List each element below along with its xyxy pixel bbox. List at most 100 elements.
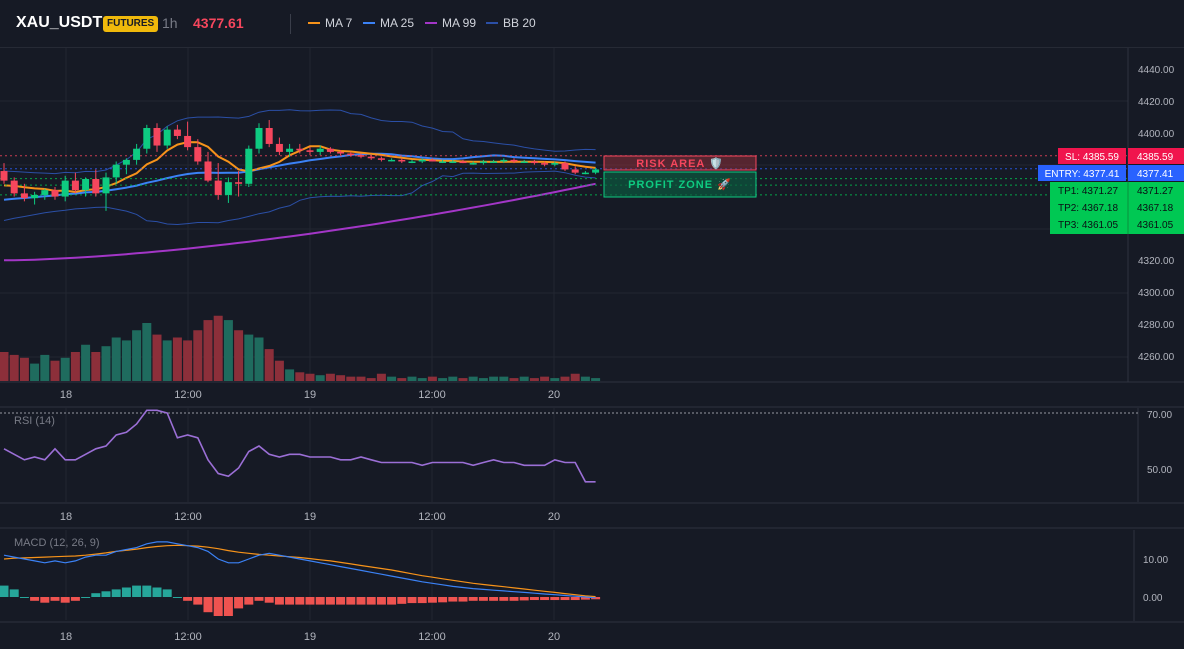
price-axis[interactable]: 4440.00 4420.00 4400.00 4320.00 4300.00 … xyxy=(1138,65,1175,363)
tp-level-labels[interactable]: TP1: 4371.27 4371.27 TP2: 4367.18 4367.1… xyxy=(1050,182,1184,234)
macd-histogram-bar xyxy=(40,597,50,603)
candle-body xyxy=(112,164,120,178)
time-axis-main[interactable]: 18 12:00 19 12:00 20 xyxy=(60,389,560,401)
candle-body xyxy=(581,172,589,175)
macd-histogram-bar xyxy=(132,585,142,597)
volume-bar xyxy=(60,357,70,381)
ma25-swatch-icon xyxy=(363,21,375,24)
volume-bar xyxy=(101,346,111,381)
candle-body xyxy=(347,153,355,156)
interval-selector[interactable]: 1h xyxy=(162,15,178,31)
candle-body xyxy=(541,163,549,165)
macd-histogram-bar xyxy=(264,597,274,603)
macd-histogram-bar xyxy=(591,597,601,600)
volume-bar xyxy=(591,378,601,381)
volume-bar xyxy=(285,369,295,381)
volume-bar xyxy=(315,375,325,381)
volume-bar xyxy=(50,360,60,381)
rsi-tick-70: 70.00 xyxy=(1147,410,1172,421)
legend-ma7[interactable]: MA 7 xyxy=(308,16,352,30)
candle-body xyxy=(510,159,518,162)
volume-bar xyxy=(356,376,366,381)
price-tick-4280: 4280.00 xyxy=(1138,320,1175,331)
legend-bb20[interactable]: BB 20 xyxy=(486,16,536,30)
candle-body xyxy=(571,169,579,173)
volume-bar xyxy=(295,372,305,381)
time-tick-19: 19 xyxy=(304,511,316,523)
risk-area[interactable]: RISK AREA 🛡️ xyxy=(603,155,757,171)
level-lines xyxy=(0,155,1128,196)
profit-zone[interactable]: PROFIT ZONE 🚀 xyxy=(603,171,757,198)
macd-histogram-bar xyxy=(417,597,427,604)
time-axis-macd[interactable]: 18 12:00 19 12:00 20 xyxy=(60,631,560,643)
volume-bar xyxy=(438,378,448,381)
tp3-axis-text: 4361.05 xyxy=(1137,220,1174,231)
risk-area-label: RISK AREA 🛡️ xyxy=(636,157,723,170)
entry-axis-text: 4377.41 xyxy=(1137,169,1174,180)
macd-histogram-bar xyxy=(101,591,111,597)
candle-body xyxy=(296,148,304,151)
volume-bar xyxy=(529,378,539,381)
volume-bar xyxy=(183,340,193,381)
sl-axis-text: 4385.59 xyxy=(1137,152,1174,163)
entry-level-label[interactable]: ENTRY: 4377.41 4377.41 xyxy=(1038,165,1184,181)
candle-body xyxy=(377,158,385,160)
macd-histogram-bar xyxy=(274,597,284,605)
macd-histogram-bar xyxy=(448,597,458,602)
macd-histogram-bar xyxy=(366,597,376,605)
volume-bar xyxy=(468,376,478,381)
volume-bar xyxy=(264,349,274,381)
volume-bar xyxy=(550,378,560,381)
candle-body xyxy=(367,156,375,159)
price-tick-4300: 4300.00 xyxy=(1138,288,1175,299)
volume-bar xyxy=(70,352,80,381)
legend-ma99[interactable]: MA 99 xyxy=(425,16,476,30)
rsi-title[interactable]: RSI (14) xyxy=(14,415,55,427)
legend-bb20-label: BB 20 xyxy=(503,16,536,30)
macd-histogram-bar xyxy=(19,597,29,598)
candle-body xyxy=(357,155,365,157)
ma99-swatch-icon xyxy=(425,21,437,24)
macd-histogram-bar xyxy=(499,597,509,601)
macd-histogram-bar xyxy=(325,597,335,605)
candle-body xyxy=(184,135,192,148)
candle-body xyxy=(490,161,498,163)
volume-bar xyxy=(162,340,172,381)
time-tick-18: 18 xyxy=(60,389,72,401)
volume-bar xyxy=(397,378,407,381)
candle-body xyxy=(235,182,243,184)
price-tick-4320: 4320.00 xyxy=(1138,256,1175,267)
volume-bar xyxy=(274,360,284,381)
time-tick-20: 20 xyxy=(548,389,560,401)
rsi-line xyxy=(3,409,596,483)
sl-level-label[interactable]: SL: 4385.59 4385.59 xyxy=(1058,148,1184,164)
bb20-swatch-icon xyxy=(486,21,498,24)
bollinger-bands xyxy=(3,109,596,226)
ma99-line xyxy=(3,182,596,262)
macd-histogram-bar xyxy=(172,597,182,598)
bb-upper-line xyxy=(3,109,596,175)
tp2-axis-text: 4367.18 xyxy=(1137,203,1174,214)
price-tick-4420: 4420.00 xyxy=(1138,97,1175,108)
macd-histogram-bar xyxy=(305,597,315,605)
candle-body xyxy=(418,159,426,162)
legend-ma25[interactable]: MA 25 xyxy=(363,16,414,30)
candle-body xyxy=(551,163,559,165)
macd-histogram-bar xyxy=(30,597,40,601)
volume-bar xyxy=(111,337,121,381)
legend-ma25-label: MA 25 xyxy=(380,16,415,30)
tp1-axis-text: 4371.27 xyxy=(1137,186,1174,197)
macd-histogram-bar xyxy=(183,597,193,601)
macd-histogram-bar xyxy=(427,597,437,603)
macd-title[interactable]: MACD (12, 26, 9) xyxy=(14,537,100,549)
sl-label-box xyxy=(1058,148,1126,164)
time-axis-rsi[interactable]: 18 12:00 19 12:00 20 xyxy=(60,511,560,523)
chart-header: XAU_USDT FUTURES 1h 4377.61 MA 7 MA 25 M… xyxy=(0,0,1184,48)
volume-bar xyxy=(81,344,91,381)
macd-histogram-bar xyxy=(81,597,91,598)
macd-histogram-bar xyxy=(356,597,366,605)
entry-axis-box xyxy=(1128,165,1184,181)
candle-body xyxy=(439,161,447,163)
symbol-name[interactable]: XAU_USDT xyxy=(16,14,103,31)
